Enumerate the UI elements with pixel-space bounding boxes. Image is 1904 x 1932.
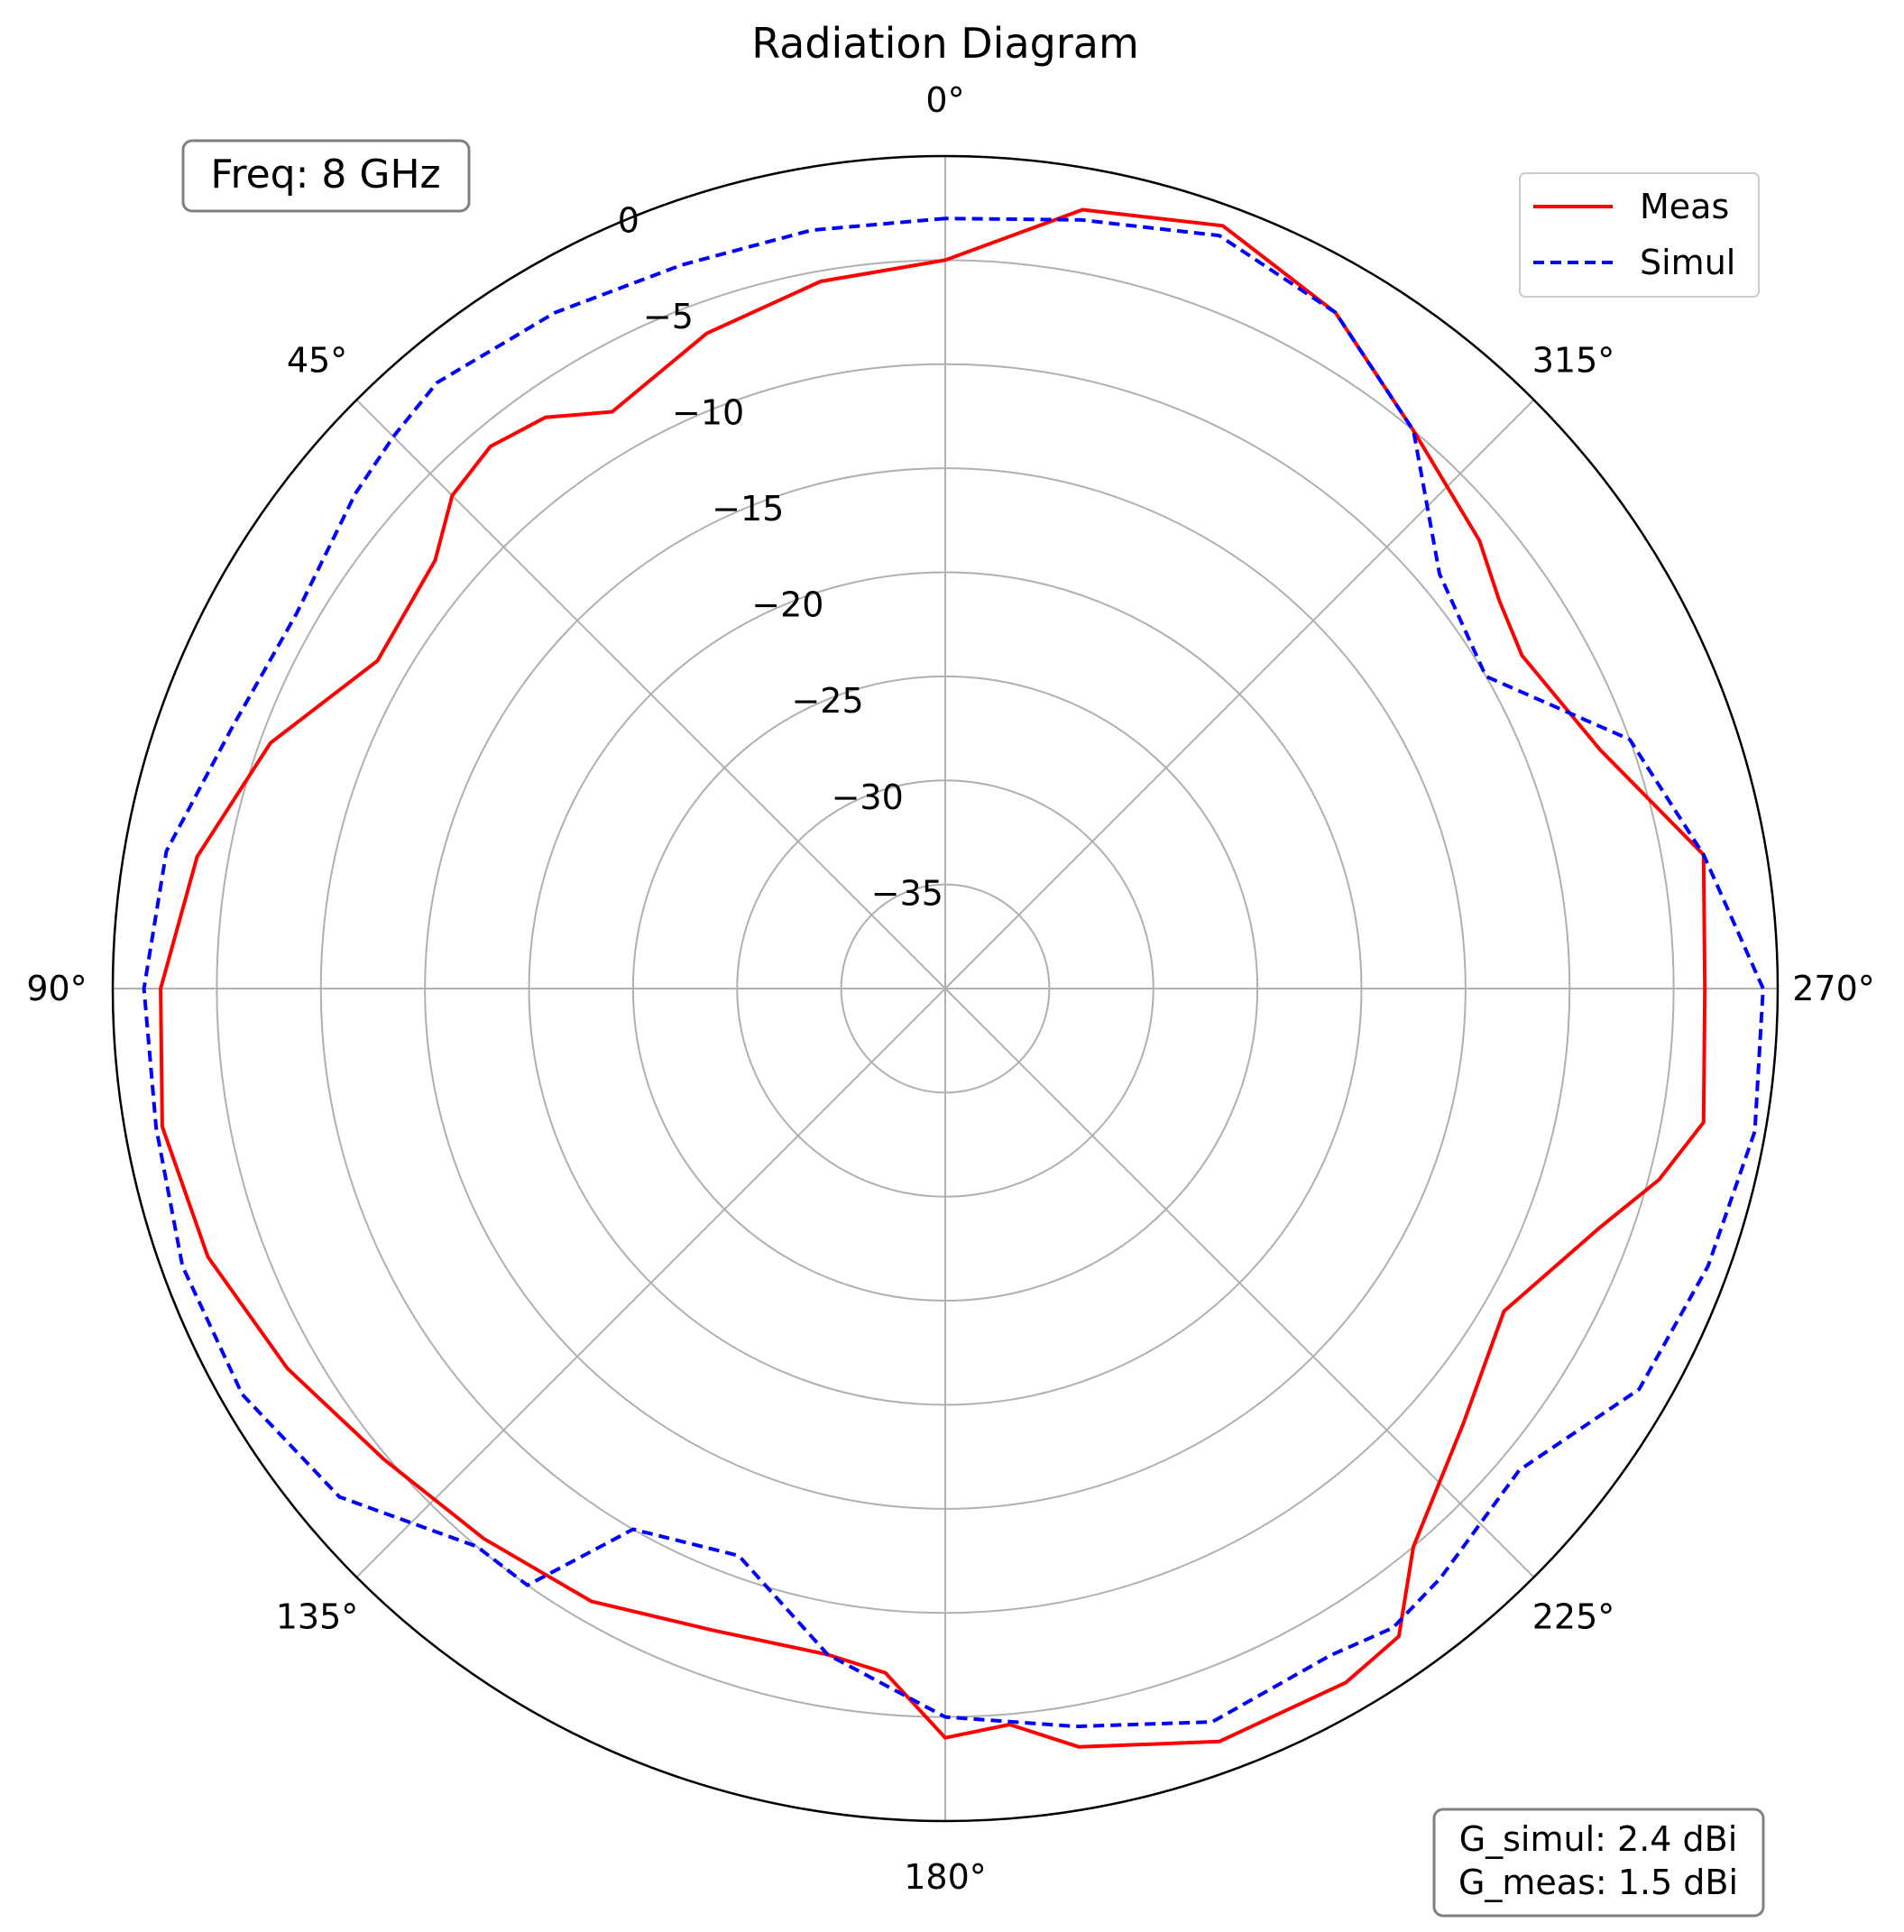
angle-tick-label: 315° [1532,340,1615,380]
polar-grid [112,155,1779,1822]
gain-annotation-box: G_simul: 2.4 dBi G_meas: 1.5 dBi [1432,1808,1765,1918]
angle-tick-label: 180° [904,1857,987,1897]
gain-meas-label: G_meas: 1.5 dBi [1458,1863,1738,1902]
freq-annotation-box: Freq: 8 GHz [181,139,471,213]
angle-tick-label: 225° [1532,1597,1615,1637]
radial-tick-label: −10 [672,392,744,432]
angle-tick-label: 45° [287,340,347,380]
radial-tick-label: −30 [832,777,904,817]
angle-tick-label: 270° [1792,969,1875,1008]
gain-simul-label: G_simul: 2.4 dBi [1459,1819,1738,1859]
grid-spoke [355,988,946,1578]
radial-tick-label: −35 [871,873,943,913]
angle-tick-label: 135° [276,1597,359,1637]
legend-meas-label: Meas [1640,187,1729,226]
radial-tick-label: −20 [751,585,823,625]
radial-tick-labels: 0 −5 −10 −15 −20 −25 −30 −35 [618,200,943,913]
grid-spoke [944,988,1535,1578]
grid-spoke [355,399,946,989]
angular-tick-labels: 0° 45° 90° 135° 180° 225° 270° 315° [26,80,1874,1897]
radial-tick-label: −5 [643,297,694,336]
freq-label: Freq: 8 GHz [210,152,440,198]
angle-tick-label: 90° [26,969,87,1008]
series-line-simul [142,216,1765,1729]
legend: Meas Simul [1519,172,1760,298]
angle-tick-label: 0° [925,80,964,120]
polar-frame [111,154,1780,1823]
radial-tick-label: −25 [791,681,863,721]
legend-simul-label: Simul [1640,243,1735,282]
series-line-meas [159,207,1707,1749]
grid-spoke [944,399,1535,989]
radial-tick-label: 0 [618,200,639,240]
chart-title: Radiation Diagram [751,19,1139,68]
series-layer [142,207,1765,1749]
radial-tick-label: −15 [712,489,784,529]
